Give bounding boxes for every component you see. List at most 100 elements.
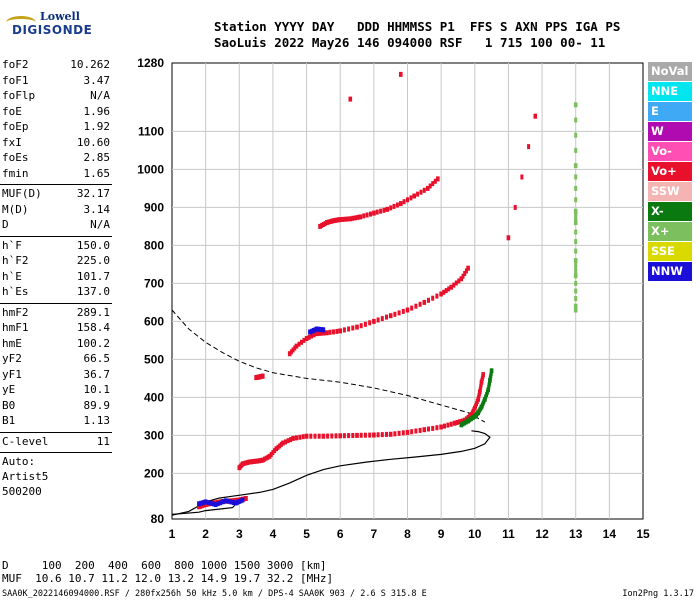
echo-point bbox=[358, 214, 363, 220]
param-value: 3.14 bbox=[83, 202, 111, 216]
echo-point bbox=[240, 497, 245, 503]
echo-point bbox=[427, 297, 430, 303]
param-value: 2.85 bbox=[83, 151, 111, 164]
echo-point bbox=[574, 185, 578, 191]
echo-point bbox=[389, 205, 393, 211]
param-row: B1 1.13 bbox=[0, 414, 112, 430]
param-value: 225.0 bbox=[76, 254, 110, 267]
echo-point bbox=[300, 339, 303, 345]
logo-line2: DIGISONDE bbox=[12, 23, 93, 37]
x-tick-label: 10 bbox=[468, 527, 482, 541]
echo-point bbox=[200, 500, 204, 506]
echo-point bbox=[302, 337, 306, 343]
echo-point bbox=[452, 420, 457, 426]
echo-point bbox=[264, 455, 268, 461]
echo-point bbox=[418, 427, 422, 433]
param-row: foFlp N/A bbox=[0, 89, 112, 105]
echo-point bbox=[203, 499, 208, 505]
param-separator bbox=[0, 302, 112, 304]
echo-point bbox=[274, 446, 279, 452]
echo-point bbox=[311, 328, 315, 333]
echo-point bbox=[574, 147, 578, 153]
profile-solid-line bbox=[171, 430, 491, 516]
echo-point bbox=[334, 433, 338, 439]
x-tick-label: 8 bbox=[404, 527, 411, 541]
param-key: foEp bbox=[2, 120, 29, 133]
echo-point bbox=[256, 458, 260, 464]
param-row: yF1 36.7 bbox=[0, 368, 112, 384]
echo-point bbox=[574, 280, 578, 286]
echo-point bbox=[314, 326, 319, 332]
echo-point bbox=[310, 333, 314, 339]
echo-point bbox=[356, 214, 360, 220]
param-value: 3.47 bbox=[83, 73, 111, 87]
y-tick-label: 400 bbox=[144, 390, 164, 404]
y-tick-label: 300 bbox=[144, 428, 164, 442]
legend-item: X+ bbox=[648, 222, 692, 241]
param-value: 1.65 bbox=[83, 166, 111, 180]
param-value: 1.96 bbox=[83, 104, 111, 118]
echo-point bbox=[342, 433, 346, 439]
echo-point bbox=[298, 434, 302, 440]
echo-point bbox=[459, 276, 464, 282]
echo-point bbox=[395, 202, 399, 208]
y-tick-label: 1280 bbox=[137, 56, 164, 70]
echo-point bbox=[369, 211, 372, 217]
param-row: yE 10.1 bbox=[0, 383, 112, 399]
echo-point bbox=[443, 423, 446, 429]
echo-point bbox=[461, 273, 465, 279]
echo-point bbox=[574, 217, 578, 223]
param-row: foEs 2.85 bbox=[0, 151, 112, 167]
echo-point bbox=[197, 504, 201, 510]
param-value: 289.1 bbox=[76, 305, 110, 319]
y-tick-label: 900 bbox=[144, 200, 164, 214]
echo-point bbox=[286, 438, 290, 444]
echo-point bbox=[399, 71, 403, 77]
echo-point bbox=[382, 207, 386, 213]
param-value: 32.17 bbox=[76, 187, 110, 200]
x-tick-label: 7 bbox=[371, 527, 378, 541]
echo-point bbox=[392, 203, 396, 209]
param-row: fmin 1.65 bbox=[0, 167, 112, 183]
echo-point bbox=[355, 324, 359, 330]
param-row: B0 89.9 bbox=[0, 399, 112, 415]
echo-point bbox=[428, 183, 432, 189]
echo-point bbox=[397, 430, 401, 436]
param-separator bbox=[0, 431, 112, 433]
x-tick-label: 6 bbox=[337, 527, 344, 541]
footer-muf-row: MUF 10.6 10.7 11.2 12.0 13.2 14.9 19.7 3… bbox=[2, 572, 334, 585]
echo-point bbox=[405, 307, 410, 313]
echo-point bbox=[574, 229, 578, 235]
echo-point bbox=[454, 280, 458, 286]
echo-point bbox=[414, 428, 418, 434]
param-key: foF2 bbox=[2, 58, 29, 71]
echo-point bbox=[365, 212, 369, 218]
echo-point bbox=[573, 258, 578, 264]
echo-point bbox=[380, 432, 384, 438]
param-row: hmF1 158.4 bbox=[0, 321, 112, 337]
echo-point bbox=[419, 189, 423, 195]
echo-point bbox=[444, 288, 448, 294]
echo-point bbox=[314, 331, 319, 337]
y-tick-label: 700 bbox=[144, 276, 164, 290]
echo-point bbox=[363, 432, 367, 438]
param-value: 36.7 bbox=[83, 367, 111, 381]
echo-point bbox=[332, 329, 335, 335]
param-key: C-level bbox=[2, 434, 49, 448]
echo-point bbox=[379, 208, 383, 214]
param-row: hmE 100.2 bbox=[0, 337, 112, 353]
echo-point bbox=[402, 199, 406, 205]
echo-point bbox=[489, 368, 494, 374]
echo-point bbox=[359, 432, 363, 438]
echo-point bbox=[468, 417, 472, 423]
echo-point bbox=[317, 330, 321, 336]
x-tick-label: 14 bbox=[603, 527, 617, 541]
echo-point bbox=[276, 444, 280, 450]
lowell-digisonde-logo: Lowell DIGISONDE bbox=[4, 10, 104, 44]
echo-point bbox=[301, 434, 305, 440]
param-row: foF2 10.262 bbox=[0, 58, 112, 74]
header-line-1: Station YYYY DAY DDD HHMMSS P1 FFS S AXN… bbox=[214, 19, 621, 34]
echo-point bbox=[464, 268, 468, 274]
echo-point bbox=[291, 347, 295, 353]
param-row: C-level 11 bbox=[0, 435, 112, 451]
